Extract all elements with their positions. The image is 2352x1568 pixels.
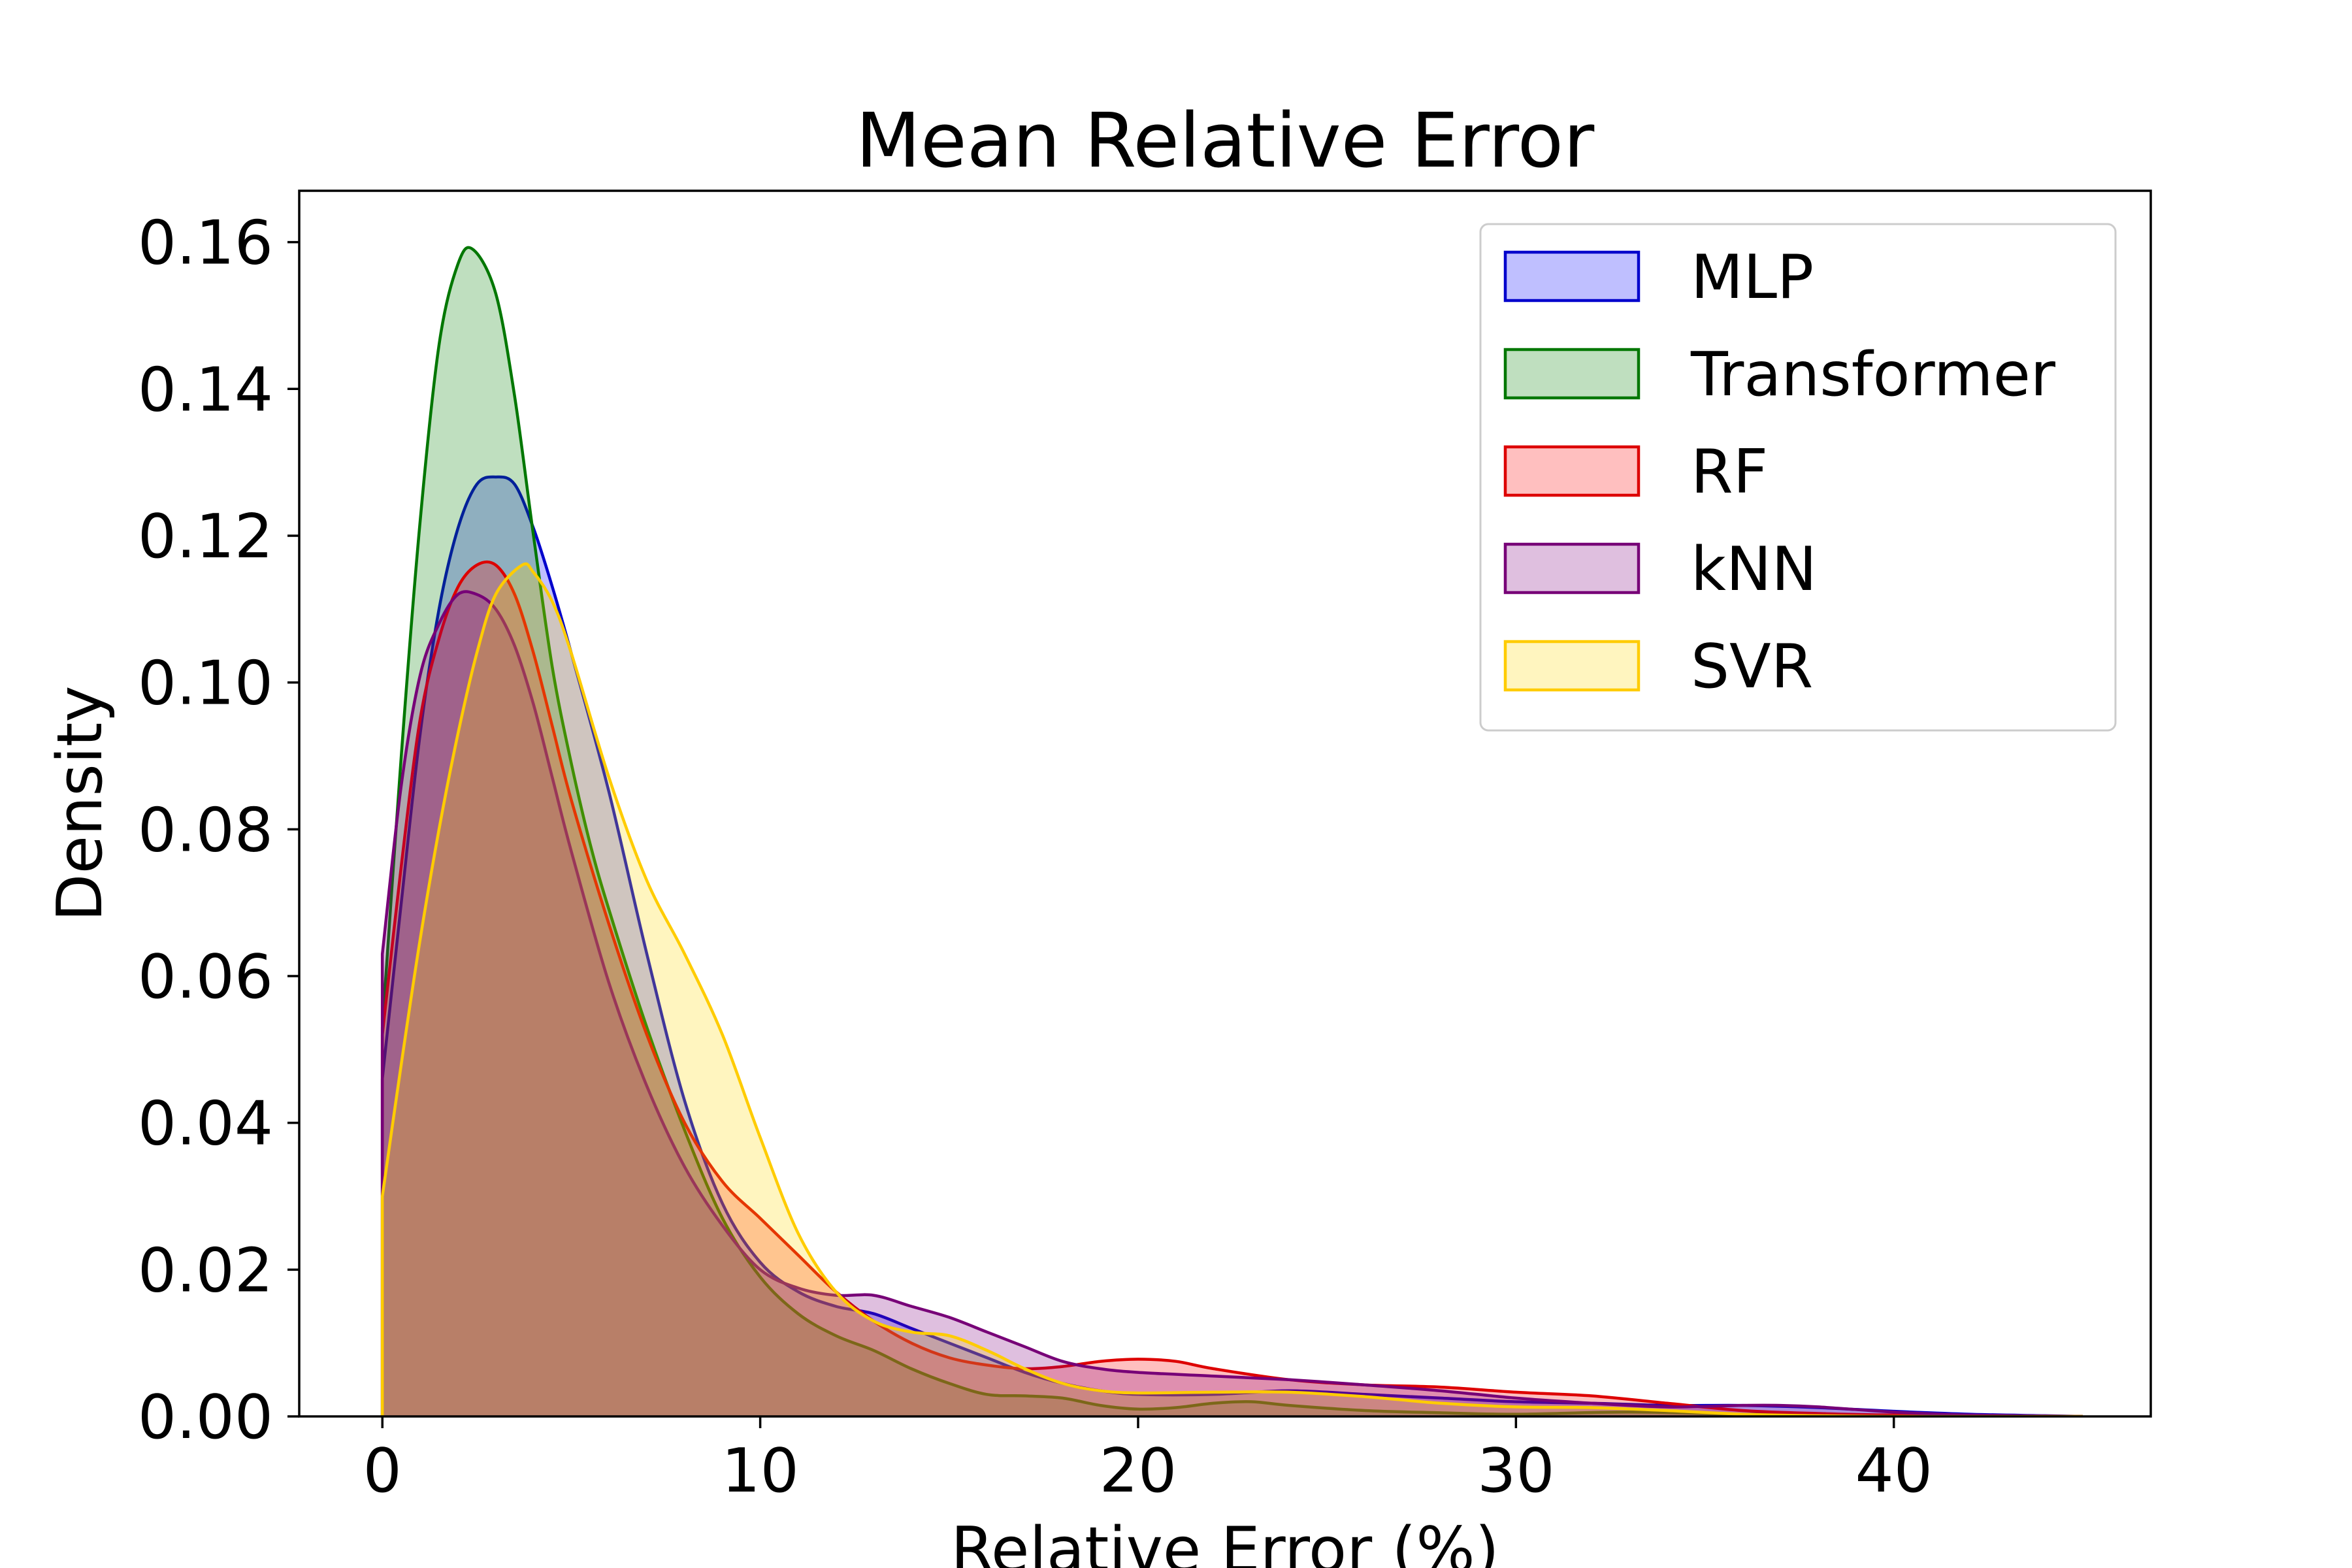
y-tick-label: 0.10 [138, 648, 273, 719]
legend-swatch-svr [1503, 640, 1641, 692]
x-axis-label: Relative Error (%) [951, 1514, 1499, 1568]
legend-swatch-knn [1503, 542, 1641, 595]
legend-swatch-rf [1503, 445, 1641, 497]
plot-frame [298, 189, 2152, 1418]
x-tick-label: 40 [1855, 1435, 1933, 1506]
legend-swatch-mlp [1503, 250, 1641, 302]
legend-label-rf: RF [1691, 436, 1768, 507]
series-line-rf [380, 560, 2083, 1416]
series-area-transformer [382, 247, 2083, 1416]
chart-title: Mean Relative Error [856, 97, 1595, 185]
legend-label-transformer: Transformer [1690, 339, 2056, 410]
y-tick-label: 0.06 [138, 941, 273, 1012]
series-line-knn [380, 590, 2083, 1416]
series-area-knn [382, 591, 2083, 1416]
legend-label-svr: SVR [1691, 631, 1813, 702]
series-area-svr [382, 563, 2083, 1416]
y-axis-label: Density [44, 685, 116, 921]
x-tick-label: 20 [1100, 1435, 1177, 1506]
legend: MLP Transformer RF kNN SVR [1479, 223, 2117, 732]
y-tick-label: 0.14 [138, 354, 273, 425]
legend-label-knn: kNN [1691, 534, 1817, 604]
series-area-rf [382, 561, 2083, 1416]
y-tick-label: 0.08 [138, 794, 273, 865]
series-layer [380, 246, 2083, 1416]
series-line-transformer [380, 246, 2083, 1416]
x-tick-label: 30 [1477, 1435, 1554, 1506]
y-tick-label: 0.00 [138, 1382, 273, 1452]
y-axis: 0.00 0.02 0.04 0.06 0.08 0.10 0.12 0.14 0.16 [138, 208, 299, 1452]
y-tick-label: 0.16 [138, 208, 273, 278]
y-tick-label: 0.04 [138, 1088, 273, 1159]
y-tick-label: 0.12 [138, 501, 273, 572]
x-tick-label: 0 [363, 1435, 402, 1506]
y-tick-label: 0.02 [138, 1235, 273, 1305]
x-axis: 0 10 20 30 40 [363, 1416, 1933, 1506]
legend-label-mlp: MLP [1691, 242, 1814, 312]
x-tick-label: 10 [721, 1435, 798, 1506]
series-line-svr [380, 562, 2083, 1416]
series-area-mlp [382, 477, 2083, 1416]
legend-swatch-transformer [1503, 348, 1641, 400]
